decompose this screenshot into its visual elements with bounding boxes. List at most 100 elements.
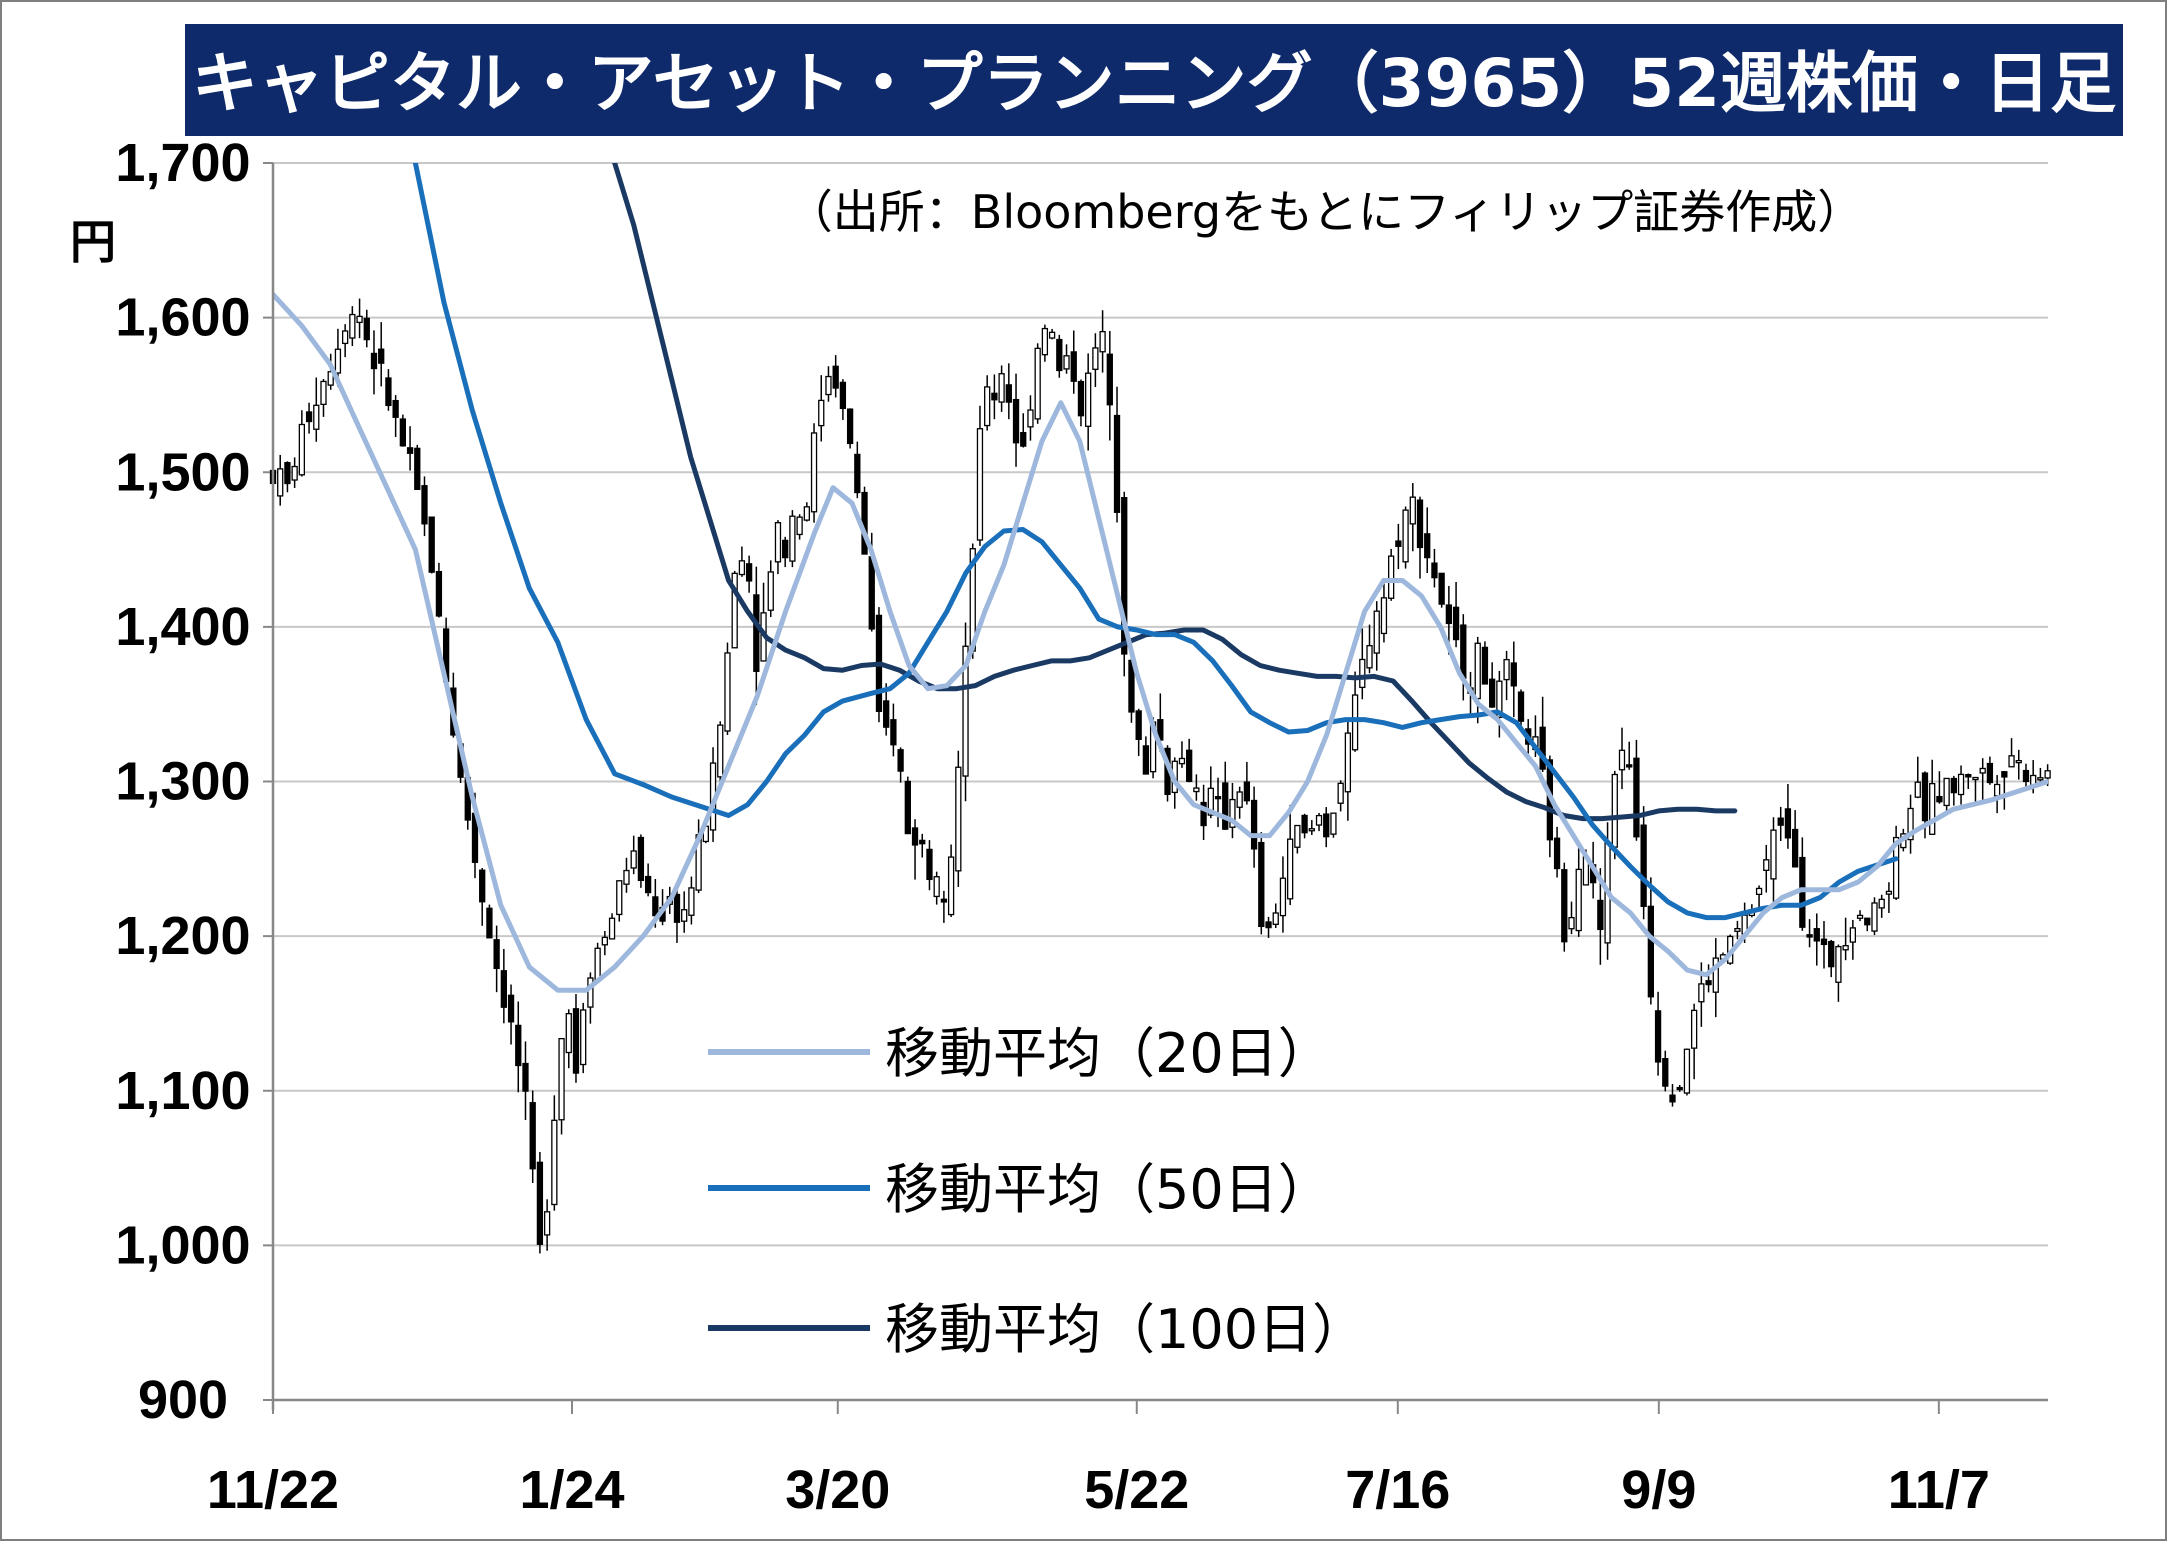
x-axis-ticks: 11/22 1/24 3/20 5/22 7/16 9/9 11/7 [207, 1400, 1990, 1520]
candle-body [1092, 347, 1099, 370]
candle-body [2008, 755, 2015, 768]
candle-body [529, 1102, 536, 1170]
candle-body [522, 1062, 529, 1092]
candle-body [1200, 801, 1207, 827]
candle-body [1791, 828, 1799, 868]
candle-body [1431, 562, 1438, 579]
y-tick-label: 900 [138, 1370, 228, 1430]
candle-body [825, 375, 832, 396]
candle-body [846, 408, 854, 445]
candle-body [1568, 917, 1575, 930]
candle-body [1763, 859, 1770, 871]
candle-body [1388, 555, 1395, 599]
candle-body [1936, 795, 1943, 803]
candle-body [1957, 773, 1965, 796]
candle-body [479, 869, 486, 903]
candle-body [327, 371, 334, 386]
candle-body [630, 850, 637, 869]
candle-body [334, 348, 342, 374]
legend: 移動平均（20日） 移動平均（50日） 移動平均（100日） [708, 1022, 1366, 1361]
candle-body [1943, 777, 1950, 807]
candle-body [1784, 808, 1792, 839]
candle-body [616, 880, 623, 916]
candle-body [1481, 646, 1489, 685]
candle-body [313, 404, 320, 430]
candle-body [1077, 380, 1085, 417]
candle-body [298, 423, 306, 476]
candle-body [717, 724, 724, 778]
candle-body [789, 515, 796, 562]
candle-body [2044, 770, 2051, 779]
candle-body [1351, 694, 1359, 751]
candle-body [1892, 836, 1900, 899]
candle-body [919, 839, 926, 845]
candle-body [1618, 749, 1626, 771]
candle-body [1330, 812, 1337, 835]
candle-body [1517, 691, 1525, 722]
candle-body [1359, 658, 1366, 689]
candle-body [601, 936, 608, 946]
candle-body [1503, 658, 1510, 681]
candle-body [652, 896, 659, 917]
candle-body [1705, 980, 1712, 986]
candlesticks [269, 298, 2051, 1254]
candle-body [1510, 662, 1517, 687]
candle-body [796, 516, 803, 536]
candle-body [1907, 807, 1914, 841]
candle-body [1344, 732, 1352, 793]
candle-body [493, 939, 500, 970]
candle-body [1553, 837, 1561, 870]
candle-body [1662, 1058, 1669, 1087]
candle-body [955, 766, 962, 872]
candle-body [1416, 499, 1424, 549]
candle-body [1690, 1009, 1698, 1049]
candle-body [1020, 431, 1027, 447]
candle-body [681, 909, 688, 922]
candle-body [1193, 787, 1200, 793]
candle-body [507, 994, 515, 1023]
candle-body [428, 516, 435, 573]
candle-body [378, 348, 385, 364]
candle-body [1539, 726, 1546, 770]
candle-body [1308, 828, 1315, 832]
candle-body [984, 386, 991, 427]
y-tick-label: 1,200 [115, 906, 250, 966]
candle-body [1611, 773, 1618, 848]
candle-body [1813, 928, 1820, 942]
candle-body [435, 570, 443, 617]
candle-body [1835, 945, 1842, 983]
candle-body [1229, 798, 1236, 828]
candle-body [1986, 762, 1994, 784]
x-tick-label: 9/9 [1621, 1460, 1696, 1520]
candle-body [414, 447, 421, 491]
candle-body [1135, 710, 1142, 741]
candle-body [1626, 764, 1633, 768]
candle-body [1380, 597, 1388, 635]
candle-body [1496, 680, 1503, 718]
candle-body [738, 560, 746, 576]
candle-body [1460, 624, 1467, 680]
candle-body [1048, 331, 1056, 339]
candle-body [947, 856, 955, 916]
candle-body [1712, 957, 1719, 993]
candle-body [370, 352, 378, 370]
moving-average-lines [273, 163, 2048, 993]
candle-body [421, 485, 428, 525]
candle-body [883, 700, 890, 728]
candle-body [1424, 533, 1431, 559]
candle-body [1871, 902, 1878, 932]
candle-body [1142, 745, 1150, 775]
candle-body [1012, 398, 1020, 444]
candle-body [1323, 813, 1330, 838]
candle-body [587, 977, 594, 1008]
candle-body [543, 1211, 551, 1236]
candle-body [1806, 934, 1813, 938]
candle-body [572, 1008, 580, 1074]
candle-body [673, 893, 681, 923]
candle-body [1734, 927, 1741, 932]
candle-body [724, 652, 731, 732]
candle-body [1698, 983, 1705, 1003]
y-tick-label: 1,400 [115, 597, 250, 657]
title-banner [185, 24, 2123, 136]
